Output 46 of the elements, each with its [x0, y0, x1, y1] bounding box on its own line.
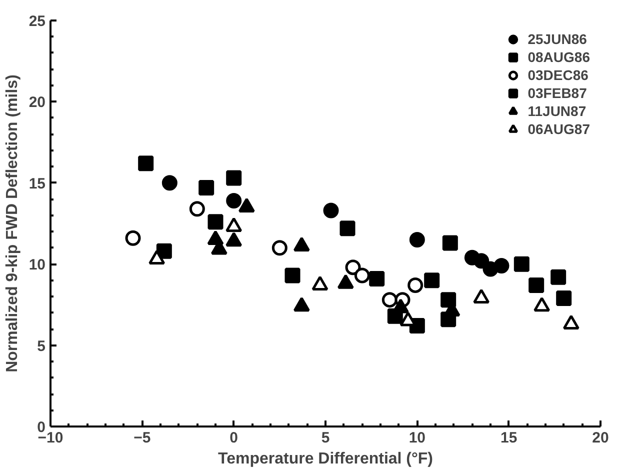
point [442, 235, 458, 251]
y-tick-label: 25 [28, 13, 46, 30]
point [284, 268, 300, 284]
point [514, 256, 530, 272]
point [474, 253, 490, 269]
point [125, 230, 141, 246]
x-tick-label: −5 [134, 430, 151, 446]
y-tick-label: 10 [28, 256, 46, 274]
point [340, 220, 356, 236]
point [272, 240, 288, 256]
point [409, 232, 425, 248]
point [408, 277, 424, 293]
x-axis-title: Temperature Differential (°F) [218, 450, 434, 468]
legend-label: 03FEB87 [528, 84, 587, 102]
y-tick-label: 5 [37, 338, 46, 355]
x-tick-label: 0 [230, 430, 238, 446]
x-tick-label: 5 [321, 430, 330, 446]
point [354, 268, 370, 284]
legend-label: 08AUG86 [528, 48, 590, 66]
point [226, 193, 242, 208]
x-tick-label: 15 [500, 430, 518, 446]
legend-label: 06AUG87 [528, 120, 590, 138]
point [494, 258, 510, 274]
point [208, 214, 224, 230]
point [189, 201, 205, 217]
y-axis-title: Normalized 9-kip FWD Deflection (mils) [4, 74, 21, 372]
point [345, 260, 361, 276]
point [382, 292, 398, 308]
y-tick-label: 20 [28, 94, 46, 112]
point [369, 270, 385, 286]
legend-label: 25JUN86 [528, 30, 587, 48]
point [556, 290, 572, 306]
y-tick-label: 0 [37, 419, 46, 436]
point [162, 175, 178, 191]
legend-label: 11JUN87 [528, 102, 586, 120]
point [424, 272, 440, 288]
x-tick-label: 10 [408, 430, 426, 446]
legend-label: 03DEC86 [528, 66, 588, 84]
point [323, 202, 339, 218]
point [226, 170, 242, 186]
point [138, 156, 154, 172]
point [198, 180, 214, 196]
x-tick-label: 20 [592, 430, 609, 446]
y-tick-label: 15 [28, 175, 46, 192]
point [528, 277, 544, 293]
point [550, 269, 566, 285]
